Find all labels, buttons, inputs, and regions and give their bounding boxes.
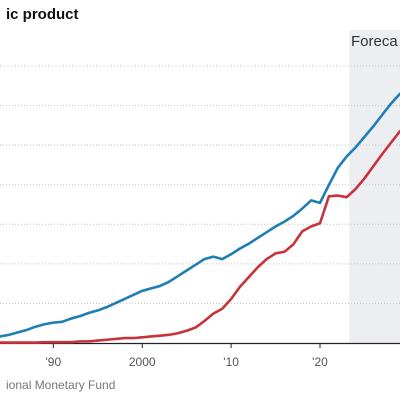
x-axis-ticks: '90 2000 '10 '20 bbox=[46, 343, 328, 369]
series-line-blue bbox=[0, 92, 400, 338]
x-tick-label: '10 bbox=[223, 355, 239, 369]
x-tick-label: 2000 bbox=[129, 355, 156, 369]
x-tick-label: '90 bbox=[46, 355, 62, 369]
x-tick-label: '20 bbox=[312, 355, 328, 369]
chart-title: ic product bbox=[6, 6, 79, 23]
series-line-red bbox=[0, 129, 400, 344]
series-lines bbox=[0, 92, 400, 344]
source-note: ional Monetary Fund bbox=[6, 378, 115, 392]
gridlines bbox=[0, 65, 400, 304]
forecast-label: Foreca bbox=[351, 33, 398, 50]
